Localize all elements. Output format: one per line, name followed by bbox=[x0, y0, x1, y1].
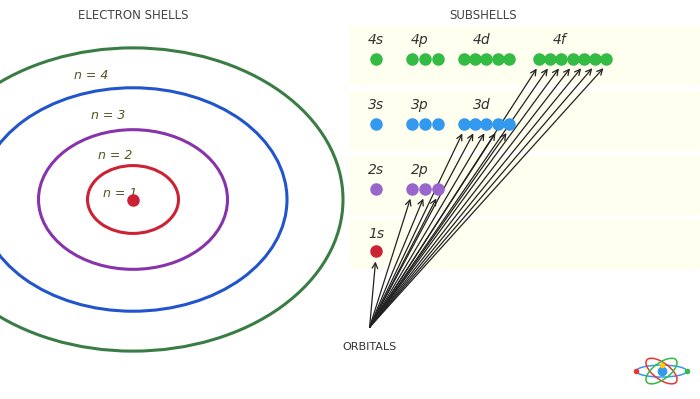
Text: n = 1: n = 1 bbox=[103, 187, 138, 200]
Text: SUBSHELLS: SUBSHELLS bbox=[449, 9, 517, 22]
Text: 3p: 3p bbox=[411, 98, 429, 112]
Text: 3s: 3s bbox=[368, 98, 384, 112]
FancyBboxPatch shape bbox=[350, 221, 700, 269]
Text: 4d: 4d bbox=[473, 33, 491, 47]
Text: n = 4: n = 4 bbox=[74, 69, 108, 82]
Text: 4s: 4s bbox=[368, 33, 384, 47]
Text: 3d: 3d bbox=[473, 98, 491, 112]
Text: n = 3: n = 3 bbox=[91, 109, 126, 122]
Text: 1s: 1s bbox=[368, 227, 384, 241]
Text: ORBITALS: ORBITALS bbox=[342, 342, 397, 352]
Text: 4p: 4p bbox=[411, 33, 429, 47]
Text: 2p: 2p bbox=[411, 163, 429, 177]
Text: 2s: 2s bbox=[368, 163, 384, 177]
Text: 4f: 4f bbox=[553, 33, 567, 47]
FancyBboxPatch shape bbox=[350, 157, 700, 215]
Text: n = 2: n = 2 bbox=[98, 149, 133, 162]
Text: ELECTRON SHELLS: ELECTRON SHELLS bbox=[78, 9, 188, 22]
FancyBboxPatch shape bbox=[350, 27, 700, 85]
FancyBboxPatch shape bbox=[350, 92, 700, 150]
